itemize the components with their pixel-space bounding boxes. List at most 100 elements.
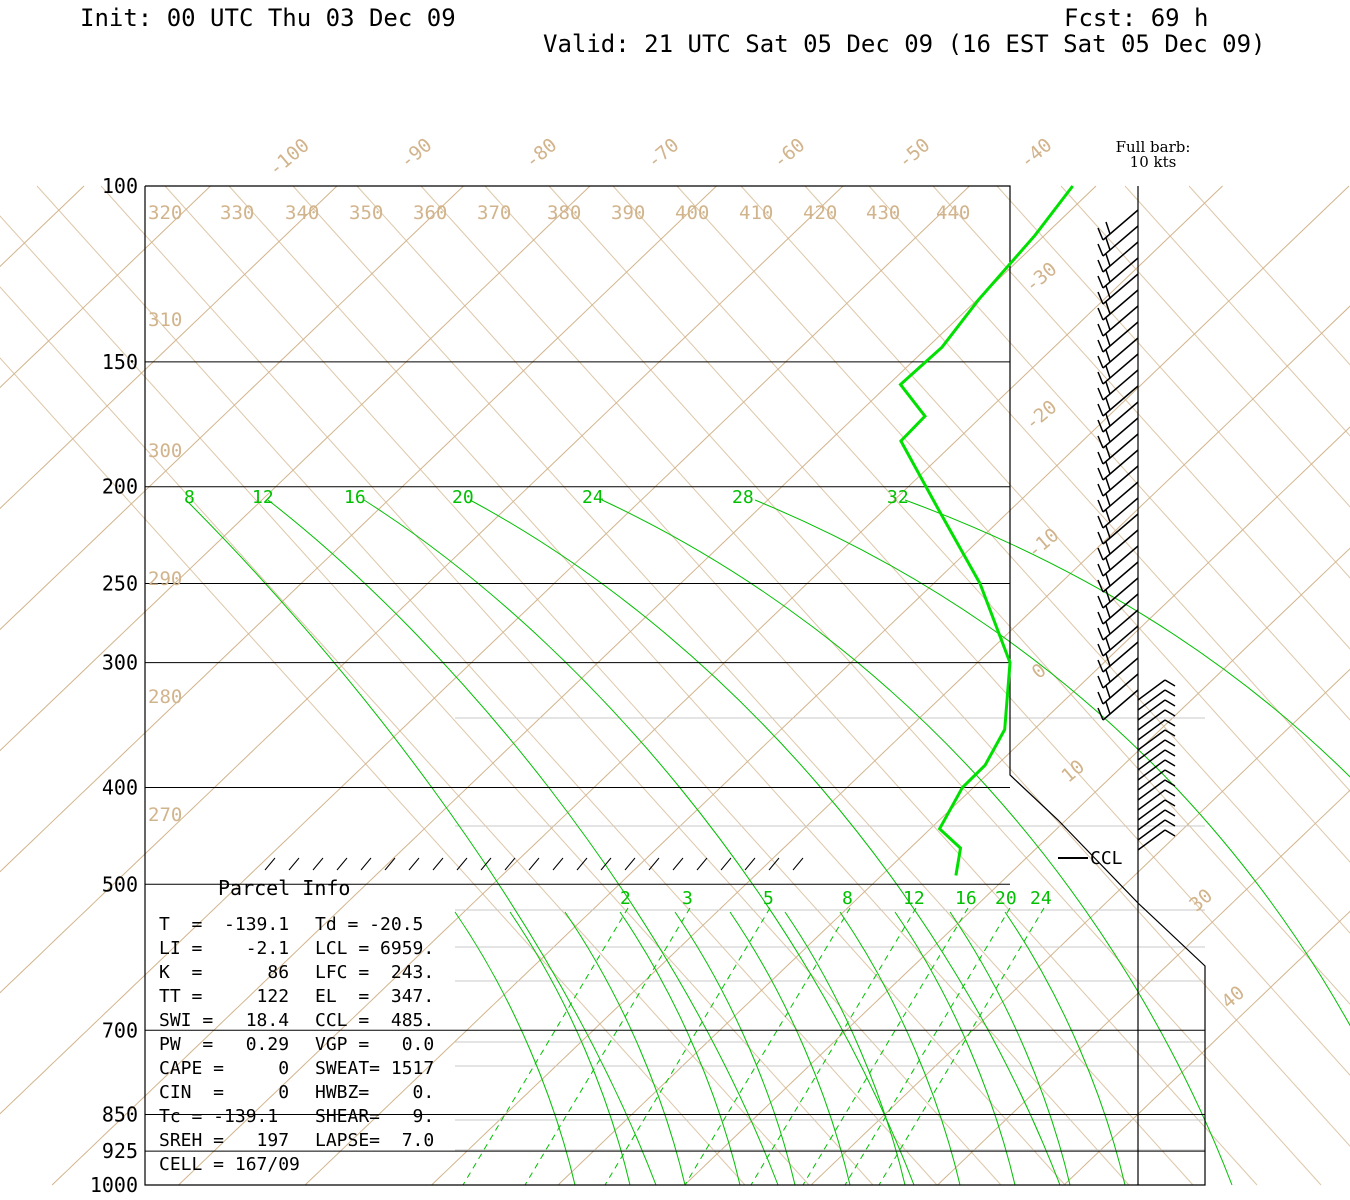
wind-barb-flag [1105,541,1111,555]
dry-adiabat-line [1124,185,1350,437]
wind-barb-flag [1164,729,1176,737]
temperature-profile [898,185,1074,876]
mixing-ratio-label: 2 [620,888,631,909]
hatch-tick [576,857,588,871]
pressure-label: 925 [102,1139,138,1163]
wind-barb-flag [1105,525,1111,539]
temperature-label: -80 [521,134,561,173]
theta-label: 290 [148,568,182,590]
wind-barb-staff [1102,481,1139,513]
temperature-label: -40 [1016,134,1056,173]
wind-barb-flag [1097,579,1104,593]
wind-barb-flag [1164,709,1176,717]
hatch-tick [624,857,636,871]
wind-barb-staff [1137,699,1166,721]
wind-barb-flag [1097,531,1104,545]
moist-adiabat-line [894,911,1016,1186]
hatch-tick [408,857,420,871]
dry-adiabat-line [612,185,1350,1005]
hatch-tick [528,857,540,871]
barb-legend-line1: Full barb: [1116,138,1191,156]
wind-barb-flag [1105,221,1111,235]
wind-barb-flag [1164,759,1176,767]
parcel-info-left: SREH = 197 [159,1130,289,1151]
hatch-tick [480,857,492,871]
temperature-label: -60 [769,134,809,173]
parcel-info-right: LCL = 6959. [315,938,434,959]
wind-barb-staff [1137,739,1166,761]
wind-barb-flag [1164,829,1176,837]
wind-barb-staff [1102,337,1139,369]
wind-barb-flag [1097,227,1104,241]
wind-barb-staff [1102,657,1139,689]
wind-barb-staff [1102,385,1139,417]
wind-barb-flag [1164,689,1176,697]
moist-adiabat-line [729,911,851,1186]
parcel-info-right: Td = -20.5 [315,914,423,935]
pressure-label: 200 [102,475,138,499]
parcel-info-right: SWEAT= 1517 [315,1058,434,1079]
wind-barb-flag [1105,685,1111,699]
mixing-ratio-label: 20 [995,888,1017,909]
parcel-info-left: LI = -2.1 [159,938,289,959]
wind-barb-flag [1097,595,1104,609]
wind-barb-flag [1164,749,1176,757]
hatch-tick [720,857,732,871]
theta-label: 410 [739,202,773,224]
moist-adiabat-line [185,499,657,1186]
wind-barb-staff [1102,641,1139,673]
moist-adiabat-line [904,499,1350,778]
parcel-info-left: PW = 0.29 [159,1034,289,1055]
theta-label: 430 [866,202,900,224]
wind-barb-staff [1102,209,1139,241]
hatch-tick [360,857,372,871]
pressure-grid [144,185,1206,1186]
theta-label: 320 [148,202,182,224]
wind-barb-staff [1137,819,1166,841]
wind-barb-flag [1097,419,1104,433]
theta-label: 340 [285,202,319,224]
wind-barb-flag [1105,653,1111,667]
moist-adiabat-line [564,911,686,1186]
theta-label: 380 [547,202,581,224]
moist-adiabat-label: 20 [452,487,474,508]
dry-adiabat-line [0,357,746,1186]
isotherm-line [304,185,1350,1186]
wind-barb-flag [1164,799,1176,807]
wind-barb-flag [1105,429,1111,443]
wind-barb-flag [1164,699,1176,707]
isotherm-line [0,185,85,268]
hatch-tick [648,857,660,871]
wind-barb-flag [1105,253,1111,267]
hatch-tick [600,857,612,871]
dry-adiabat-line [0,286,810,1186]
parcel-info-left: Tc = -139.1 [159,1106,278,1127]
pressure-label: 300 [102,651,138,675]
wind-barb-staff [1102,577,1139,609]
wind-barb-flag [1164,679,1176,687]
wind-barb-staff [1137,809,1166,831]
moist-adiabat-line [674,911,796,1186]
wind-barb-staff [1137,779,1166,801]
ccl-label: CCL [1090,848,1123,869]
moist-adiabat-line [619,911,741,1186]
dry-adiabat-line [36,185,938,1186]
parcel-info-table: T = -139.1 Td = -20.5 LI = -2.1 LCL = 6959.… [159,914,434,1175]
moist-adiabat-line [784,911,906,1186]
hatch-tick [672,857,684,871]
moist-adiabat-line [469,499,1061,1186]
isotherm-line [0,185,464,631]
wind-barb-staff [1102,289,1139,321]
wind-barb-staff [1137,749,1166,771]
isotherm-line [431,305,1350,1186]
wind-barb-staff [1102,449,1139,481]
theta-label: 420 [803,202,837,224]
wind-barb-staff [1102,609,1139,641]
moist-adiabat-label: 28 [732,487,754,508]
wind-barb-staff [1137,729,1166,751]
moist-adiabat-label: 12 [252,487,274,508]
wind-barb-flag [1164,719,1176,727]
pressure-label: 700 [102,1018,138,1042]
wind-barb-staff [1102,593,1139,625]
wind-barb-flag [1097,259,1104,273]
